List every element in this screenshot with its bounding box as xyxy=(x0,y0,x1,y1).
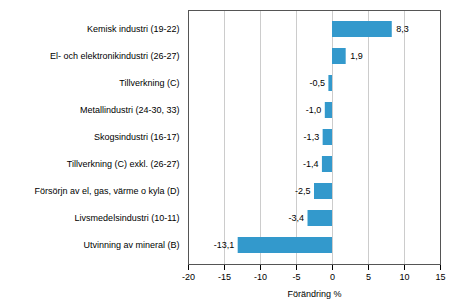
svg-text:Utvinning av mineral (B): Utvinning av mineral (B) xyxy=(83,240,179,250)
svg-text:-2,5: -2,5 xyxy=(295,186,311,196)
svg-text:-10: -10 xyxy=(254,272,267,282)
svg-text:-0,5: -0,5 xyxy=(309,78,325,88)
svg-text:1,9: 1,9 xyxy=(350,51,363,61)
svg-text:10: 10 xyxy=(399,272,409,282)
svg-text:15: 15 xyxy=(435,272,445,282)
svg-text:-3,4: -3,4 xyxy=(289,213,305,223)
svg-text:-1,0: -1,0 xyxy=(306,105,322,115)
svg-text:Metallindustri (24-30, 33): Metallindustri (24-30, 33) xyxy=(80,105,180,115)
svg-text:8,3: 8,3 xyxy=(396,24,409,34)
svg-text:-1,4: -1,4 xyxy=(303,159,319,169)
svg-text:0: 0 xyxy=(330,272,335,282)
svg-text:Förändring %: Förändring % xyxy=(287,289,341,299)
svg-text:Livsmedelsindustri (10-11): Livsmedelsindustri (10-11) xyxy=(75,213,180,223)
svg-text:-1,3: -1,3 xyxy=(304,132,320,142)
svg-text:Tillverkning (C) exkl. (26-27): Tillverkning (C) exkl. (26-27) xyxy=(67,159,180,169)
svg-text:5: 5 xyxy=(366,272,371,282)
svg-text:-13,1: -13,1 xyxy=(214,240,235,250)
svg-text:-5: -5 xyxy=(292,272,300,282)
svg-text:Kemisk industri (19-22): Kemisk industri (19-22) xyxy=(87,24,180,34)
svg-text:Tillverkning (C): Tillverkning (C) xyxy=(119,78,179,88)
svg-text:Försörjn av el, gas, värme o k: Försörjn av el, gas, värme o kyla (D) xyxy=(34,186,179,196)
svg-text:-20: -20 xyxy=(182,272,195,282)
svg-text:Skogsindustri (16-17): Skogsindustri (16-17) xyxy=(94,132,180,142)
svg-text:-15: -15 xyxy=(218,272,231,282)
svg-text:El- och elektronikindustri (26: El- och elektronikindustri (26-27) xyxy=(50,51,180,61)
